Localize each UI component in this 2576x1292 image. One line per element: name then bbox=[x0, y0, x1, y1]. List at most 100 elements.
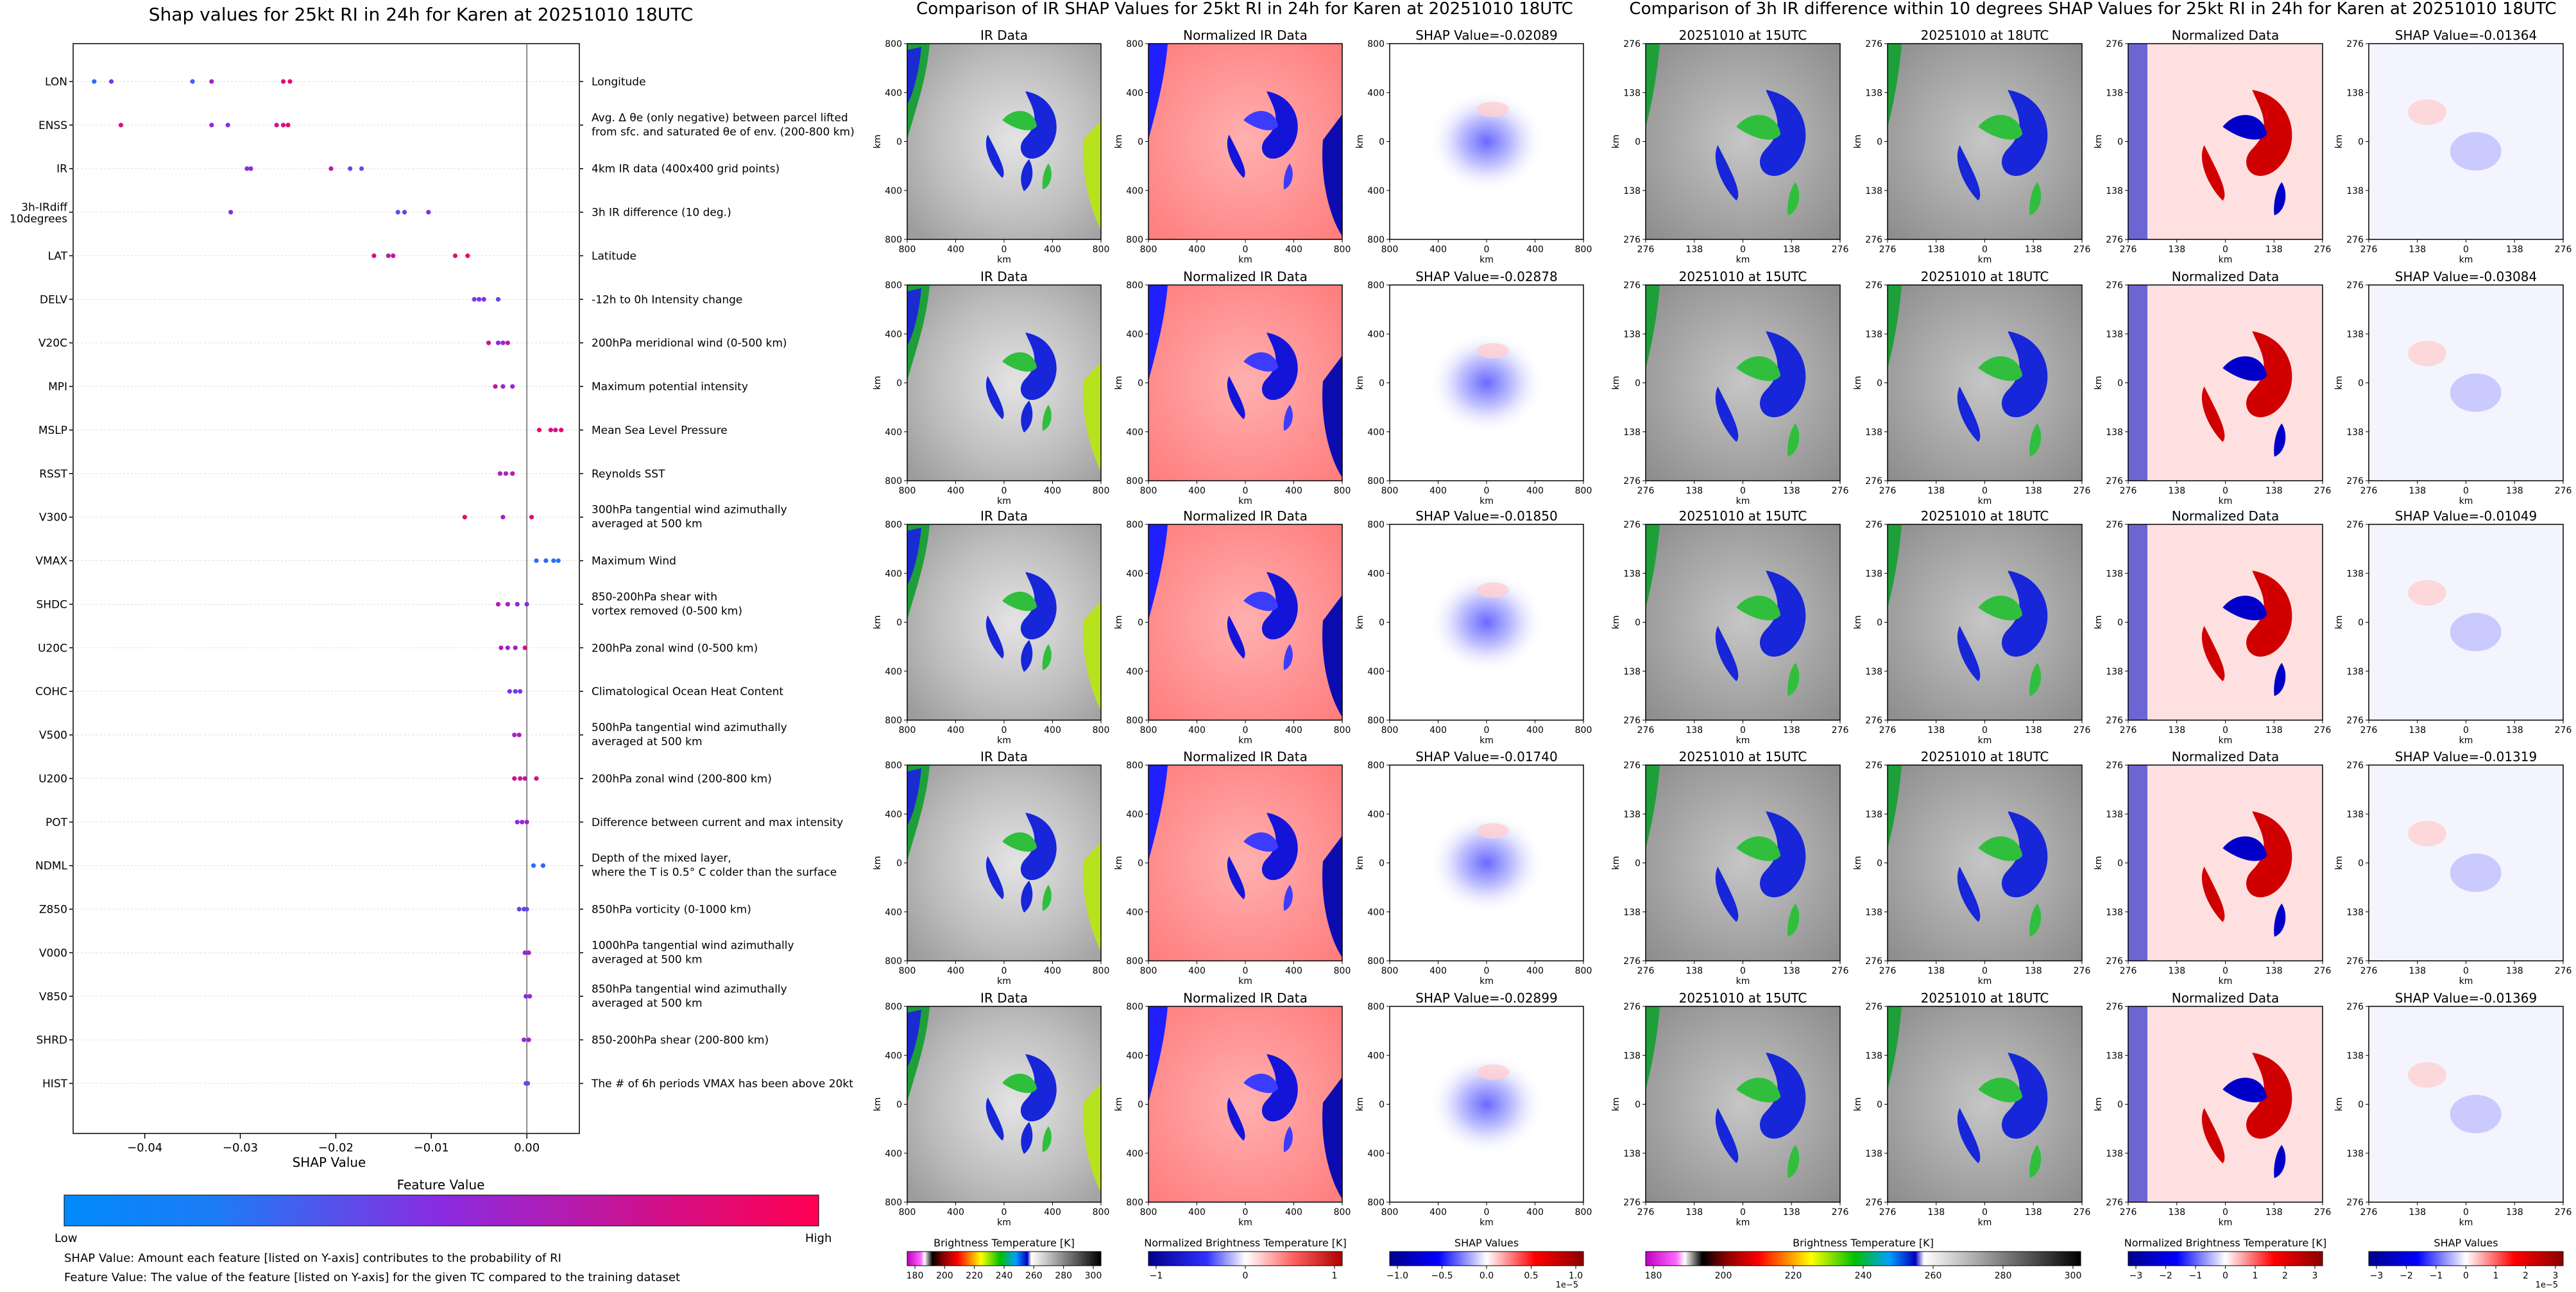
y-axis-label: km bbox=[1853, 135, 1863, 149]
x-tick-label: 138 bbox=[2168, 725, 2185, 736]
y-tick-label: 800 bbox=[1367, 520, 1385, 530]
colorbar-tick-label: 200 bbox=[1715, 1271, 1732, 1281]
storm-band bbox=[2201, 145, 2225, 201]
shap-point bbox=[512, 776, 517, 781]
y-tick-label: 0 bbox=[1635, 859, 1641, 869]
x-tick-label: 276 bbox=[1879, 486, 1897, 496]
storm-band bbox=[1978, 836, 2023, 861]
y-axis-label: km bbox=[2334, 376, 2344, 390]
x-tick-label: 138 bbox=[2265, 245, 2283, 255]
x-tick-label: 0 bbox=[1740, 1207, 1746, 1218]
x-axis-label: km bbox=[2459, 255, 2473, 265]
shap-point bbox=[522, 776, 527, 781]
ir-image bbox=[907, 524, 1101, 720]
y-tick-label: 800 bbox=[885, 1198, 902, 1208]
x-tick-label: 0 bbox=[1002, 245, 1007, 255]
x-tick-label: 276 bbox=[2555, 725, 2572, 736]
panel-title: SHAP Value=-0.02899 bbox=[1415, 990, 1557, 1006]
y-tick-label: 138 bbox=[2106, 809, 2123, 820]
y-axis-label: km bbox=[2094, 616, 2104, 630]
colorbar-tick-label: 260 bbox=[1925, 1271, 1942, 1281]
y-tick-label: 276 bbox=[2346, 1002, 2364, 1012]
storm-band bbox=[1020, 332, 1057, 401]
storm-band bbox=[2274, 182, 2286, 216]
storm-band bbox=[1002, 1073, 1037, 1093]
y-axis-label: km bbox=[1611, 856, 1621, 870]
x-tick-label: 800 bbox=[1140, 966, 1157, 976]
colorbar-exponent: 1e−5 bbox=[1556, 1280, 1578, 1289]
colorbar-row: Brightness Temperature [K]180 200 220 240 26… bbox=[907, 1237, 2564, 1290]
cold-cloud-region bbox=[1646, 524, 1660, 608]
feature-name: DELV bbox=[40, 293, 67, 306]
feature-name: IR bbox=[56, 163, 67, 176]
y-tick-label: 276 bbox=[1623, 280, 1641, 291]
y-tick-label: 0 bbox=[1635, 1100, 1641, 1110]
y-tick-label: 138 bbox=[2346, 1051, 2364, 1061]
cold-cloud-region bbox=[1888, 765, 1902, 848]
panel-title: 20251010 at 18UTC bbox=[1921, 269, 2049, 284]
diff-image bbox=[1646, 765, 1840, 961]
shap-point bbox=[497, 471, 503, 476]
y-tick-label: 800 bbox=[885, 476, 902, 487]
x-tick-label: 138 bbox=[1783, 1207, 1800, 1218]
x-tick-label: 800 bbox=[1140, 245, 1157, 255]
y-tick-label: 276 bbox=[2106, 280, 2123, 291]
panel-title: Normalized Data bbox=[2172, 749, 2280, 764]
y-tick-label: 138 bbox=[2346, 667, 2364, 677]
x-tick-label: 276 bbox=[2120, 245, 2137, 255]
feature-name: U20C bbox=[38, 642, 67, 655]
y-tick-label: 0 bbox=[1379, 137, 1385, 148]
cold-region bbox=[2128, 765, 2147, 961]
colorbar-tick-label: 1.0 bbox=[1569, 1271, 1583, 1281]
storm-band bbox=[1283, 644, 1293, 671]
storm-band bbox=[1957, 386, 1981, 442]
y-tick-label: 138 bbox=[1623, 569, 1641, 579]
y-axis-label: km bbox=[1355, 376, 1365, 390]
y-tick-label: 138 bbox=[1865, 809, 1882, 820]
y-tick-label: 276 bbox=[1865, 280, 1882, 291]
shap-point bbox=[551, 558, 556, 564]
diff-image bbox=[1888, 1006, 2082, 1202]
y-tick-label: 276 bbox=[1865, 39, 1882, 49]
colorbar bbox=[907, 1251, 1102, 1266]
y-tick-label: 800 bbox=[885, 956, 902, 967]
panel-title: SHAP Value=-0.02089 bbox=[1415, 28, 1557, 43]
x-tick-label: 400 bbox=[1285, 486, 1302, 496]
shap-point bbox=[465, 253, 470, 259]
x-tick-label: 276 bbox=[1637, 245, 1655, 255]
normalized-ir-image bbox=[1148, 285, 1342, 481]
x-tick-label: 0 bbox=[1002, 966, 1007, 976]
panel-title: 20251010 at 18UTC bbox=[1921, 508, 2049, 524]
y-tick-label: 400 bbox=[885, 1051, 902, 1061]
y-tick-label: 276 bbox=[2346, 716, 2364, 726]
storm-band bbox=[1243, 110, 1279, 130]
y-tick-label: 138 bbox=[2346, 186, 2364, 196]
shap-point bbox=[426, 210, 431, 215]
y-tick-label: 276 bbox=[2346, 956, 2364, 967]
shap-positive bbox=[1477, 1064, 1509, 1080]
y-tick-label: 0 bbox=[2358, 137, 2364, 148]
storm-band bbox=[1715, 866, 1739, 922]
x-tick-label: 138 bbox=[1927, 725, 1945, 736]
storm-band bbox=[2246, 1053, 2292, 1139]
cold-region bbox=[2128, 44, 2147, 239]
shap-point bbox=[507, 689, 512, 694]
x-axis-label: km bbox=[997, 1218, 1011, 1228]
cold-cloud-region bbox=[907, 528, 921, 585]
y-tick-label: 800 bbox=[1367, 956, 1385, 967]
x-tick-label: 800 bbox=[1575, 725, 1592, 736]
middle-title: Comparison of IR SHAP Values for 25kt RI… bbox=[916, 0, 1573, 19]
shap-point bbox=[518, 776, 523, 781]
shap-point bbox=[472, 297, 477, 302]
y-tick-label: 138 bbox=[1623, 1051, 1641, 1061]
panel-title: IR Data bbox=[980, 749, 1028, 764]
cold-region bbox=[1322, 595, 1342, 717]
ir-image bbox=[907, 765, 1101, 961]
colorbar bbox=[2368, 1251, 2564, 1266]
y-tick-label: 800 bbox=[1367, 1198, 1385, 1208]
feature-description: The # of 6h periods VMAX has been above … bbox=[591, 1078, 853, 1090]
x-tick-label: 800 bbox=[899, 486, 916, 496]
x-axis-label: km bbox=[1736, 976, 1750, 986]
feature-name: ENSS bbox=[38, 119, 67, 132]
